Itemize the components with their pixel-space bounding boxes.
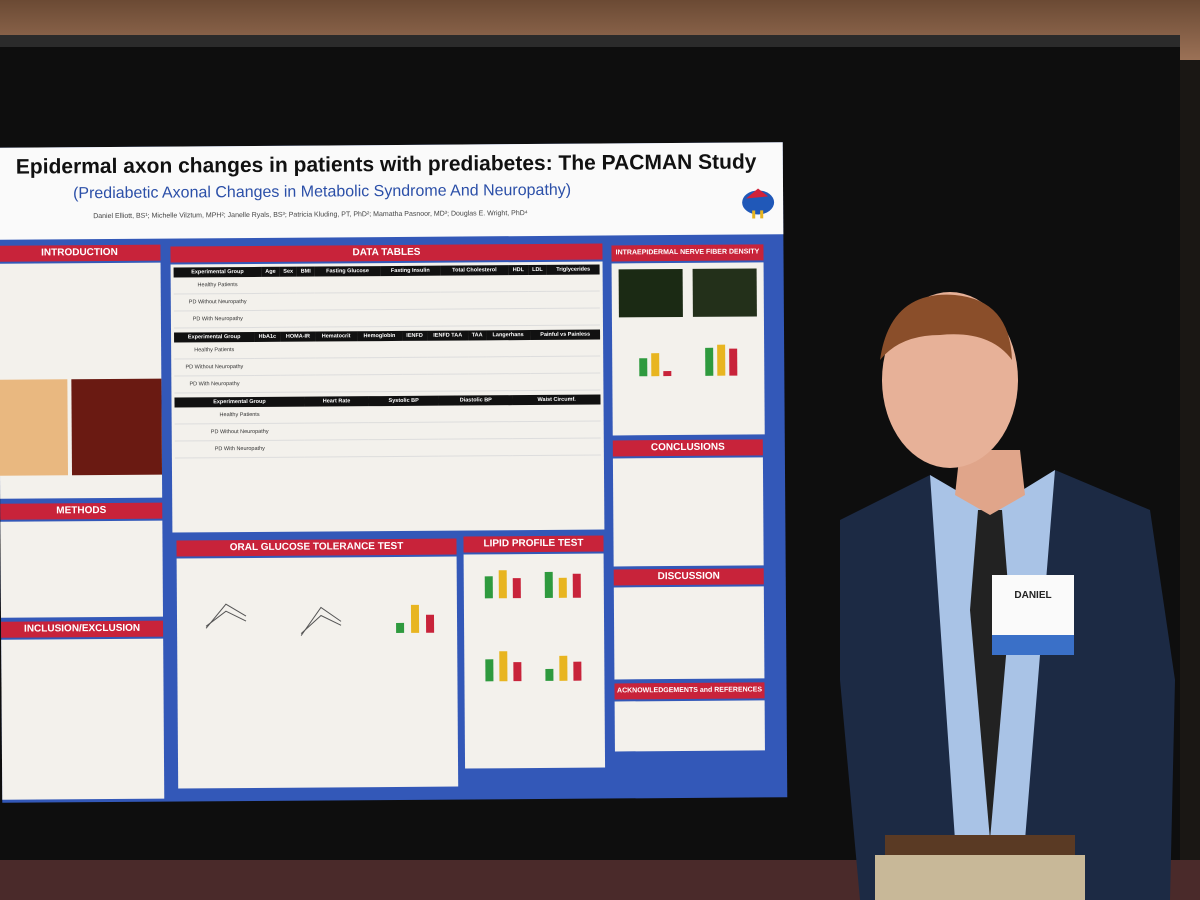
poster-header: Epidermal axon changes in patients with … [0,142,784,240]
person: DANIEL [840,292,1175,900]
bar-charts [396,344,738,682]
badge-name: DANIEL [1014,590,1051,601]
logo [742,188,775,219]
poster: Epidermal axon changes in patients with … [0,142,788,803]
poster-graphics [205,344,738,682]
line-charts [205,603,342,636]
